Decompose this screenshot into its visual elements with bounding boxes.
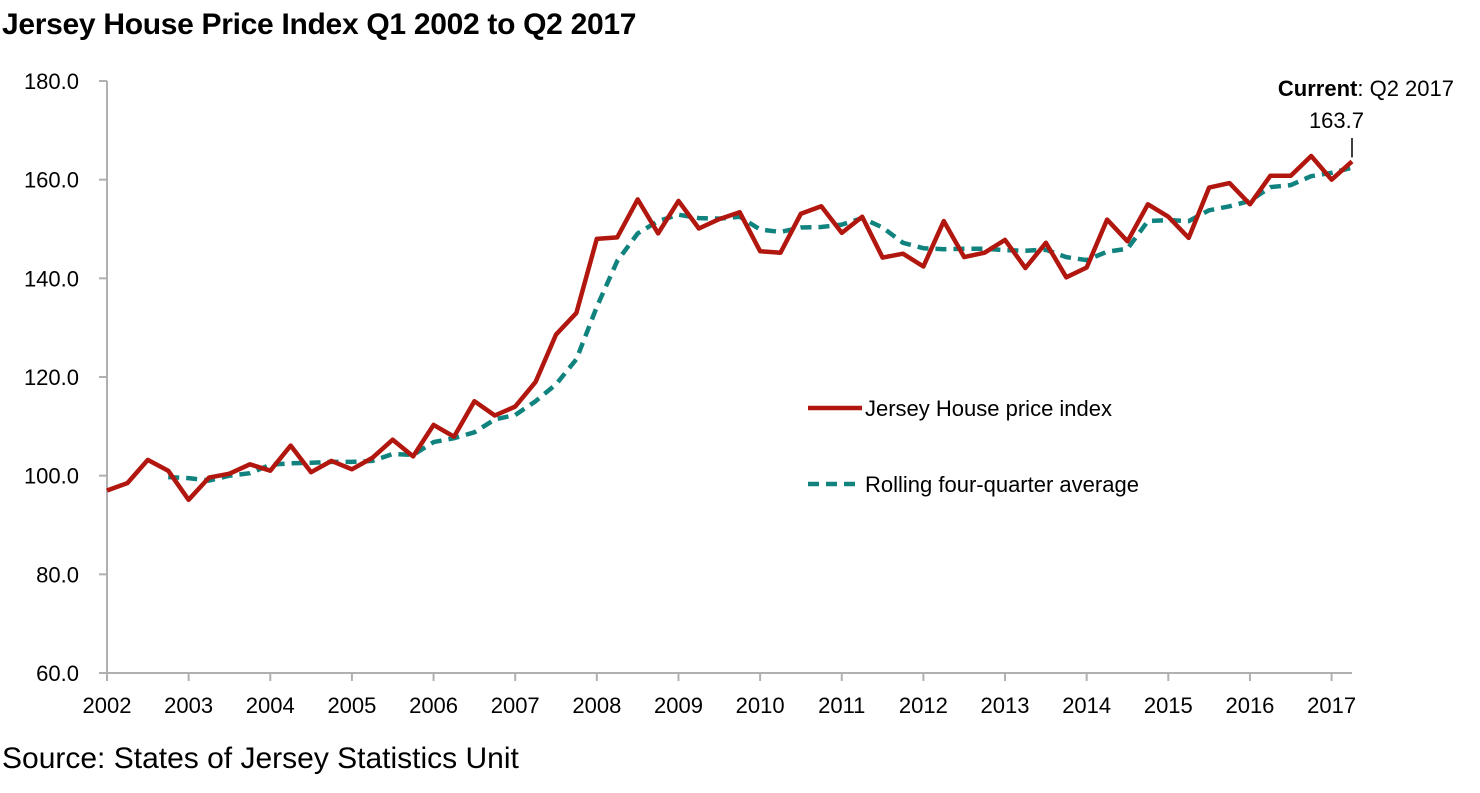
current-value-annotation: Current: Q2 2017 163.7 (1278, 76, 1454, 158)
x-tick-label: 2008 (572, 693, 621, 718)
legend-label-house-price-index: Jersey House price index (865, 396, 1112, 421)
annotation-current-label: Current: Q2 2017 (1278, 76, 1454, 101)
x-tick-label: 2003 (164, 693, 213, 718)
x-tick-label: 2004 (246, 693, 295, 718)
chart-source: Source: States of Jersey Statistics Unit (2, 742, 519, 775)
x-tick-label: 2012 (899, 693, 948, 718)
x-tick-label: 2014 (1062, 693, 1111, 718)
legend: Jersey House price index Rolling four-qua… (808, 396, 1139, 497)
series-layer (106, 153, 1354, 503)
y-tick-label: 120.0 (24, 365, 79, 390)
x-axis: 2002 2003 2004 2005 2006 2007 2008 2009 2010 2011… (83, 672, 1356, 718)
x-tick-label: 2013 (981, 693, 1030, 718)
y-tick-label: 80.0 (36, 562, 79, 587)
y-tick-label: 160.0 (24, 168, 79, 193)
y-tick-label: 100.0 (24, 464, 79, 489)
x-tick-label: 2002 (83, 693, 132, 718)
y-axis: 60.0 80.0 100.0 120.0 140.0 160.0 180.0 (24, 69, 108, 686)
x-tick-label: 2007 (491, 693, 540, 718)
y-tick-label: 180.0 (24, 69, 79, 94)
x-tick-label: 2016 (1225, 693, 1274, 718)
annotation-current-value: 163.7 (1309, 108, 1364, 133)
x-tick-label: 2015 (1144, 693, 1193, 718)
series-line-house-price-index (106, 153, 1354, 503)
x-tick-label: 2005 (327, 693, 376, 718)
annotation-current-period: : Q2 2017 (1357, 76, 1454, 101)
chart-title: Jersey House Price Index Q1 2002 to Q2 2… (2, 8, 637, 41)
x-tick-label: 2011 (818, 693, 865, 718)
x-tick-label: 2009 (654, 693, 703, 718)
series-line-rolling-average (168, 165, 1353, 483)
x-tick-label: 2017 (1307, 693, 1356, 718)
x-tick-label: 2006 (409, 693, 458, 718)
y-tick-label: 60.0 (36, 661, 79, 686)
x-tick-label: 2010 (736, 693, 785, 718)
y-tick-label: 140.0 (24, 266, 79, 291)
annotation-current-bold: Current (1278, 76, 1358, 101)
legend-label-rolling-average: Rolling four-quarter average (865, 472, 1139, 497)
